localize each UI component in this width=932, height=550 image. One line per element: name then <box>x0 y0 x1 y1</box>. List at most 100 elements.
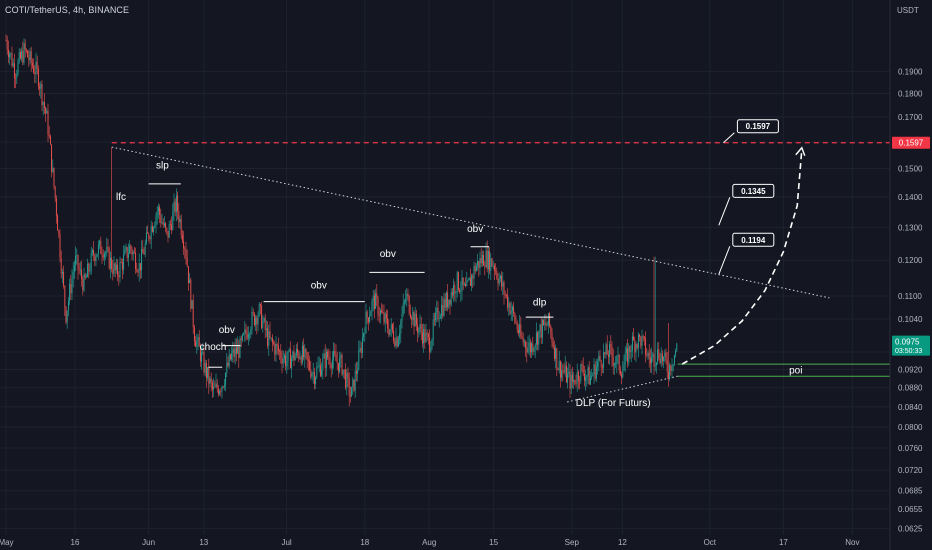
candle-body <box>287 350 289 362</box>
candle-body <box>605 344 607 355</box>
target-callout-box <box>732 232 775 247</box>
candle-body <box>249 333 251 335</box>
trendlines <box>111 146 830 403</box>
candlestick-series <box>5 34 678 407</box>
candle-body <box>629 346 631 352</box>
candle-body <box>490 258 492 272</box>
candle-body <box>649 358 651 364</box>
candle-body <box>389 329 391 335</box>
candle-body <box>261 305 263 329</box>
candle-body <box>549 313 551 326</box>
y-tick-label: 0.0655 <box>898 505 923 514</box>
candle-body <box>585 377 587 381</box>
candle-body <box>357 369 359 374</box>
candle-body <box>484 265 486 267</box>
candle-body <box>597 362 599 367</box>
candle-body <box>647 352 649 356</box>
candle-body <box>45 107 47 114</box>
candle-body <box>513 306 515 314</box>
candle-body <box>145 232 147 244</box>
candle-body <box>133 251 135 253</box>
time-axis[interactable]: May 16 Jun 13 Jul 18 Aug 15 Sep 12 Oct 17 Nov <box>0 538 860 547</box>
candle-body <box>408 295 410 314</box>
candle-body <box>71 278 73 294</box>
candle-body <box>573 379 575 382</box>
candle-body <box>427 334 429 338</box>
candle-body <box>370 312 372 317</box>
y-tick-label: 0.0625 <box>898 524 923 533</box>
candle-body <box>281 358 283 364</box>
candle-body <box>297 349 299 353</box>
candle-body <box>121 262 123 270</box>
x-tick-label: Nov <box>845 538 859 547</box>
candle-body <box>478 260 480 269</box>
candle-body <box>436 308 438 313</box>
candle-body <box>264 317 266 330</box>
candle-body <box>6 40 8 50</box>
candle-body <box>82 279 84 291</box>
candle-body <box>501 275 503 287</box>
candle-body <box>42 102 44 106</box>
candle-body <box>360 347 362 353</box>
candle-body <box>59 233 61 259</box>
candle-body <box>94 254 96 262</box>
candle-body <box>17 61 19 75</box>
candle-body <box>406 293 408 300</box>
candle-body <box>256 317 258 325</box>
candle-body <box>541 320 543 338</box>
candle-body <box>39 86 41 89</box>
candle-body <box>581 364 583 366</box>
candle-body <box>81 269 83 280</box>
candle-body <box>611 347 613 358</box>
candle-body <box>177 195 179 212</box>
candle-body <box>414 313 416 327</box>
candle-body <box>34 72 36 75</box>
candle-body <box>407 293 409 296</box>
candle-body <box>631 336 633 351</box>
candle-body <box>520 324 522 337</box>
candle-body <box>267 328 269 346</box>
candle-body <box>191 300 193 309</box>
candle-body <box>565 365 567 383</box>
candle-body <box>517 329 519 333</box>
candle-body <box>571 374 573 382</box>
candle-body <box>528 342 530 347</box>
candle-body <box>43 102 45 108</box>
candle-body <box>234 347 236 357</box>
candle-body <box>171 224 173 230</box>
candle-body <box>563 371 565 373</box>
candle-body <box>250 329 252 334</box>
y-tick-label: 0.1500 <box>898 164 923 173</box>
candle-body <box>457 272 459 290</box>
candle-body <box>385 313 387 319</box>
candle-body <box>633 336 635 341</box>
candle-body <box>29 51 31 61</box>
candle-body <box>582 365 584 374</box>
candle-body <box>411 317 413 320</box>
candle-body <box>66 310 68 323</box>
candle-body <box>259 304 261 306</box>
candle-body <box>189 279 191 284</box>
candle-body <box>648 352 650 359</box>
candle-body <box>544 322 546 325</box>
price-axis[interactable]: 0.19000.18000.17000.16000.15000.14000.13… <box>889 0 930 550</box>
candle-body <box>93 250 95 255</box>
candle-body <box>239 338 241 358</box>
candle-body <box>426 333 428 335</box>
y-tick-label: 0.1040 <box>898 315 923 324</box>
candle-body <box>117 264 119 276</box>
candle-body <box>537 332 539 345</box>
candle-body <box>41 83 43 106</box>
candle-body <box>227 362 229 367</box>
candle-body <box>343 369 345 371</box>
symbol-title[interactable]: COTI/TetherUS, 4h, BINANCE <box>5 5 130 15</box>
candle-body <box>448 299 450 307</box>
candle-body <box>456 272 458 292</box>
candle-body <box>286 361 288 367</box>
candle-body <box>213 386 215 390</box>
candle-body <box>498 278 500 284</box>
candle-body <box>120 262 122 263</box>
candle-body <box>658 349 660 359</box>
candle-body <box>136 269 138 272</box>
